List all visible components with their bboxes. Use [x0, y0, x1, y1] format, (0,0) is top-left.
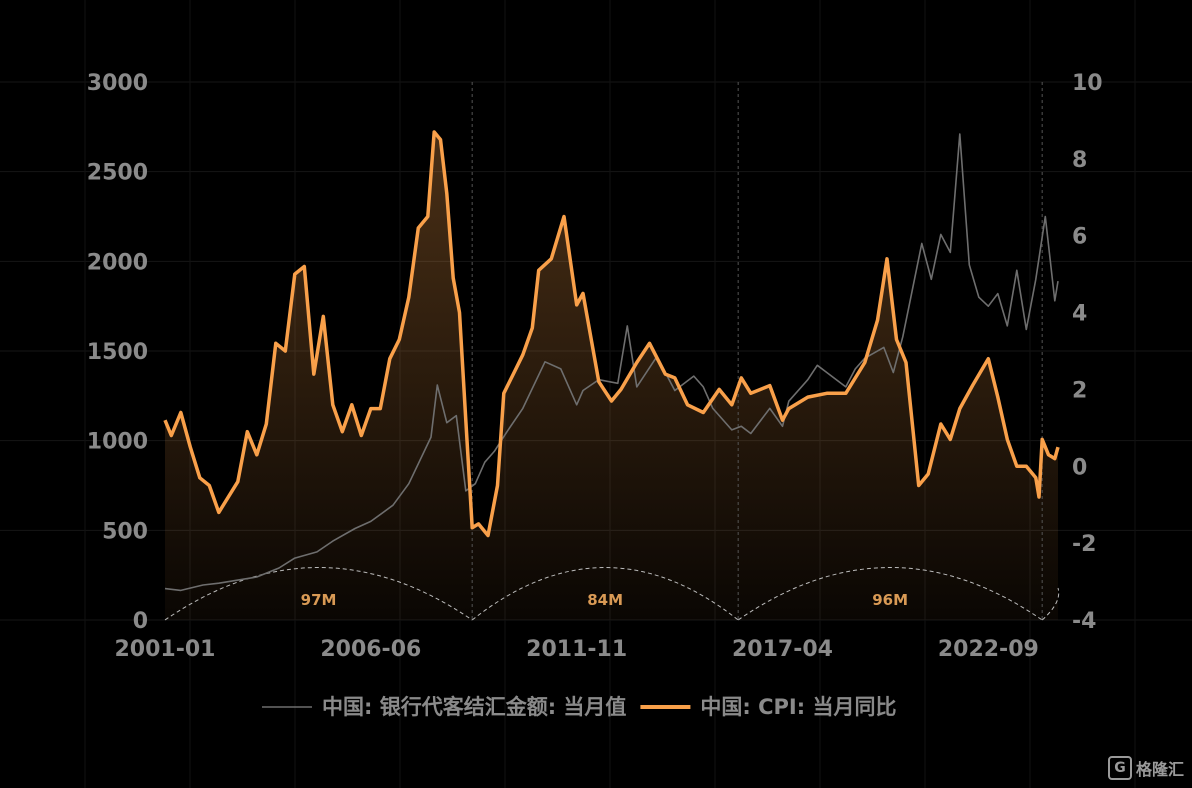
x-tick-label: 2022-09 [938, 637, 1039, 662]
y-right-tick-label: 6 [1072, 225, 1087, 250]
axis-labels: 0 500 1000 1500 2000 2500 3000 -4 -2 0 2 4 6 8 10 2001-… [87, 71, 1103, 662]
y-left-tick-label: 2000 [87, 250, 148, 275]
cycle-label: 96M [872, 591, 908, 609]
cycle-label: 84M [587, 591, 623, 609]
x-tick-label: 2017-04 [732, 637, 833, 662]
legend-label: 中国: CPI: 当月同比 [700, 695, 896, 719]
cpi-area [165, 132, 1058, 620]
cycle-arc [737, 567, 1043, 621]
watermark-text: 格隆汇 [1135, 760, 1184, 779]
y-right-tick-label: 4 [1072, 302, 1087, 327]
y-left-tick-label: 500 [102, 519, 148, 544]
y-left-tick-label: 3000 [87, 71, 148, 96]
x-tick-label: 2006-06 [320, 637, 421, 662]
x-tick-label: 2011-11 [526, 637, 627, 662]
watermark: G 格隆汇 [1107, 756, 1184, 780]
cycle-arc [1041, 587, 1060, 621]
y-right-tick-label: 8 [1072, 148, 1087, 173]
series-line-fx-settlement [164, 133, 1059, 592]
cycle-arcs: 97M 84M 96M [164, 82, 1060, 621]
cpi-area-fill [165, 132, 1058, 620]
legend: 中国: 银行代客结汇金额: 当月值 中国: CPI: 当月同比 [262, 695, 896, 719]
y-left-tick-label: 1500 [87, 340, 148, 365]
y-left-tick-label: 1000 [87, 430, 148, 455]
cycle-arc [164, 567, 473, 621]
y-right-tick-label: 2 [1072, 378, 1087, 403]
y-right-tick-label: -2 [1072, 532, 1096, 557]
legend-label: 中国: 银行代客结汇金额: 当月值 [322, 695, 626, 719]
x-tick-label: 2001-01 [115, 637, 216, 662]
series-lines [163, 130, 1060, 592]
y-right-tick-label: 10 [1072, 71, 1103, 96]
y-right-tick-label: 0 [1072, 455, 1087, 480]
watermark-logo-icon: G [1107, 756, 1132, 780]
y-right-tick-label: -4 [1072, 609, 1096, 634]
cycle-label: 97M [301, 591, 337, 609]
series-line-cpi [163, 130, 1060, 538]
y-left-tick-label: 2500 [87, 161, 148, 186]
y-left-tick-label: 0 [133, 609, 148, 634]
